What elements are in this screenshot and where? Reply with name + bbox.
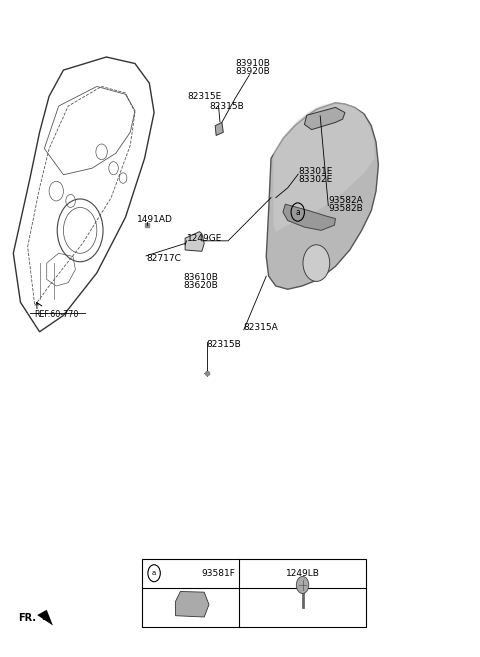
Text: 93582B: 93582B: [328, 204, 363, 214]
Text: 82315E: 82315E: [188, 92, 222, 101]
Text: REF.60-770: REF.60-770: [34, 310, 78, 319]
Text: 82717C: 82717C: [146, 254, 181, 263]
Polygon shape: [274, 102, 374, 232]
Text: 1249GE: 1249GE: [187, 234, 222, 242]
Polygon shape: [37, 610, 53, 625]
Polygon shape: [266, 102, 378, 289]
Polygon shape: [185, 232, 204, 251]
Text: 93581F: 93581F: [201, 569, 235, 578]
Text: 1249LB: 1249LB: [286, 569, 320, 578]
Text: 83610B: 83610B: [184, 273, 218, 282]
Text: 1491AD: 1491AD: [137, 215, 173, 224]
Polygon shape: [304, 107, 345, 129]
Text: 82315B: 82315B: [209, 102, 244, 110]
Text: 83920B: 83920B: [235, 67, 270, 76]
Text: FR.: FR.: [18, 613, 36, 623]
Polygon shape: [283, 204, 336, 231]
Text: 93582A: 93582A: [328, 196, 363, 206]
Text: 82315A: 82315A: [244, 323, 278, 332]
Text: 82315B: 82315B: [206, 340, 241, 349]
Circle shape: [296, 576, 309, 593]
Text: 83910B: 83910B: [235, 59, 270, 68]
Text: 83301E: 83301E: [298, 167, 333, 176]
Polygon shape: [176, 591, 209, 617]
Text: 83620B: 83620B: [184, 281, 218, 290]
Text: 83302E: 83302E: [298, 175, 333, 184]
Circle shape: [303, 245, 330, 281]
Text: a: a: [152, 570, 156, 576]
Text: a: a: [295, 208, 300, 217]
Polygon shape: [215, 122, 223, 135]
